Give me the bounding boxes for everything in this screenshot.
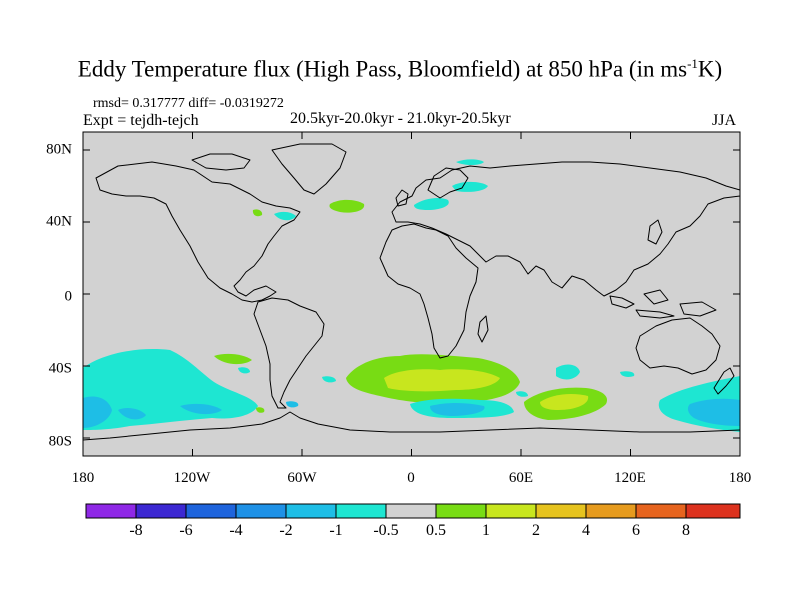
contour-arctic-cyan (456, 159, 484, 165)
colorbar (85, 503, 741, 519)
lon-label-120e: 120E (614, 470, 646, 486)
coast-north-america (95, 161, 301, 303)
coast-antarctica (82, 411, 741, 441)
coast-greenland (271, 143, 347, 195)
coast-britain (395, 189, 409, 207)
contour-spac-blue-3 (180, 403, 222, 415)
contour-newengland-cyan (274, 211, 296, 221)
lat-label-80n: 80N (46, 141, 72, 158)
rmsd-diff-stats: rmsd= 0.317777 diff= -0.0319272 (93, 96, 284, 111)
contour-spac-blue-2 (118, 407, 146, 420)
coast-south-america (253, 297, 325, 409)
contour-greatlakes-green (252, 209, 263, 217)
coast-new-guinea (679, 301, 717, 317)
colorbar-label: 8 (682, 522, 690, 539)
contour-drake-blue (286, 401, 299, 408)
axis-ticks (83, 132, 740, 456)
coast-new-zealand (713, 367, 735, 395)
colorbar-label: -1 (329, 522, 343, 539)
colorbar-label: 4 (582, 522, 590, 539)
colorbar-label: -6 (179, 522, 193, 539)
colorbar-label: -2 (279, 522, 293, 539)
colorbar-cell-4 (236, 504, 286, 518)
contour-drake-green (256, 407, 265, 413)
colorbar-cell-2 (136, 504, 186, 518)
colorbar-label: 1 (482, 522, 490, 539)
lon-label-120w: 120W (173, 470, 211, 486)
season-label: JJA (712, 112, 737, 129)
colorbar-label: 0.5 (426, 522, 446, 539)
lon-label-0: 0 (407, 470, 415, 486)
colorbar-cell-1 (86, 504, 136, 518)
contour-wa-cyan-small (620, 371, 635, 377)
coast-africa (379, 223, 479, 359)
experiment-label: Expt = tejdh-tejch (83, 112, 199, 129)
coast-sumatra (609, 295, 635, 309)
colorbar-cell-7 (386, 504, 436, 518)
colorbar-cell-3 (186, 504, 236, 518)
coast-madagascar (477, 315, 489, 343)
map-title: Eddy Temperature flux (High Pass, Bloomf… (77, 56, 723, 82)
contour-fills (83, 159, 740, 432)
contour-satl-yellow (384, 369, 500, 392)
colorbar-cell-12 (636, 504, 686, 518)
colorbar-label: -8 (129, 522, 143, 539)
contour-spac-blue-1 (83, 396, 112, 428)
contour-ind-yellow (540, 394, 589, 410)
coast-java (635, 309, 675, 319)
lat-label-40s: 40S (48, 360, 72, 377)
lat-label-80s: 80S (48, 433, 72, 450)
contour-europe-cyan (414, 197, 449, 210)
coast-australia (635, 317, 721, 375)
coast-borneo (643, 289, 669, 305)
coast-eurasia (391, 161, 741, 297)
contour-spac-cyan-small (238, 367, 250, 374)
period-label: 20.5kyr-20.0kyr - 21.0kyr-20.5kyr (290, 110, 511, 127)
contour-satl-cyan-small (322, 376, 336, 383)
colorbar-label: -0.5 (373, 522, 399, 539)
coast-arctic-islands (191, 153, 251, 171)
lon-label-60e: 60E (508, 470, 534, 486)
contour-sind-blue (430, 403, 485, 416)
contour-nat-green (329, 199, 365, 213)
colorbar-cell-9 (486, 504, 536, 518)
colorbar-cell-6 (336, 504, 386, 518)
colorbar-cell-13 (686, 504, 740, 518)
lat-label-0: 0 (64, 288, 73, 305)
lon-label-60w: 60W (287, 470, 317, 486)
lat-label-40n: 40N (46, 213, 72, 230)
colorbar-label: 2 (532, 522, 540, 539)
contour-scandinavia-cyan (452, 181, 488, 192)
lon-label-180-east: 180 (728, 470, 752, 486)
coastlines (82, 143, 741, 441)
contour-ind-cyan (556, 364, 580, 380)
colorbar-label: -4 (229, 522, 243, 539)
colorbar-cell-5 (286, 504, 336, 518)
colorbar-cell-10 (536, 504, 586, 518)
coast-japan (647, 219, 663, 245)
colorbar-cell-8 (436, 504, 486, 518)
contour-ind-cyan-small (516, 391, 528, 397)
colorbar-label: 6 (632, 522, 640, 539)
coast-scandinavia (427, 167, 469, 199)
colorbar-cell-11 (586, 504, 636, 518)
contour-spac-green (214, 353, 252, 365)
lon-label-180-west: 180 (71, 470, 95, 486)
contour-nz-blue (687, 398, 740, 426)
